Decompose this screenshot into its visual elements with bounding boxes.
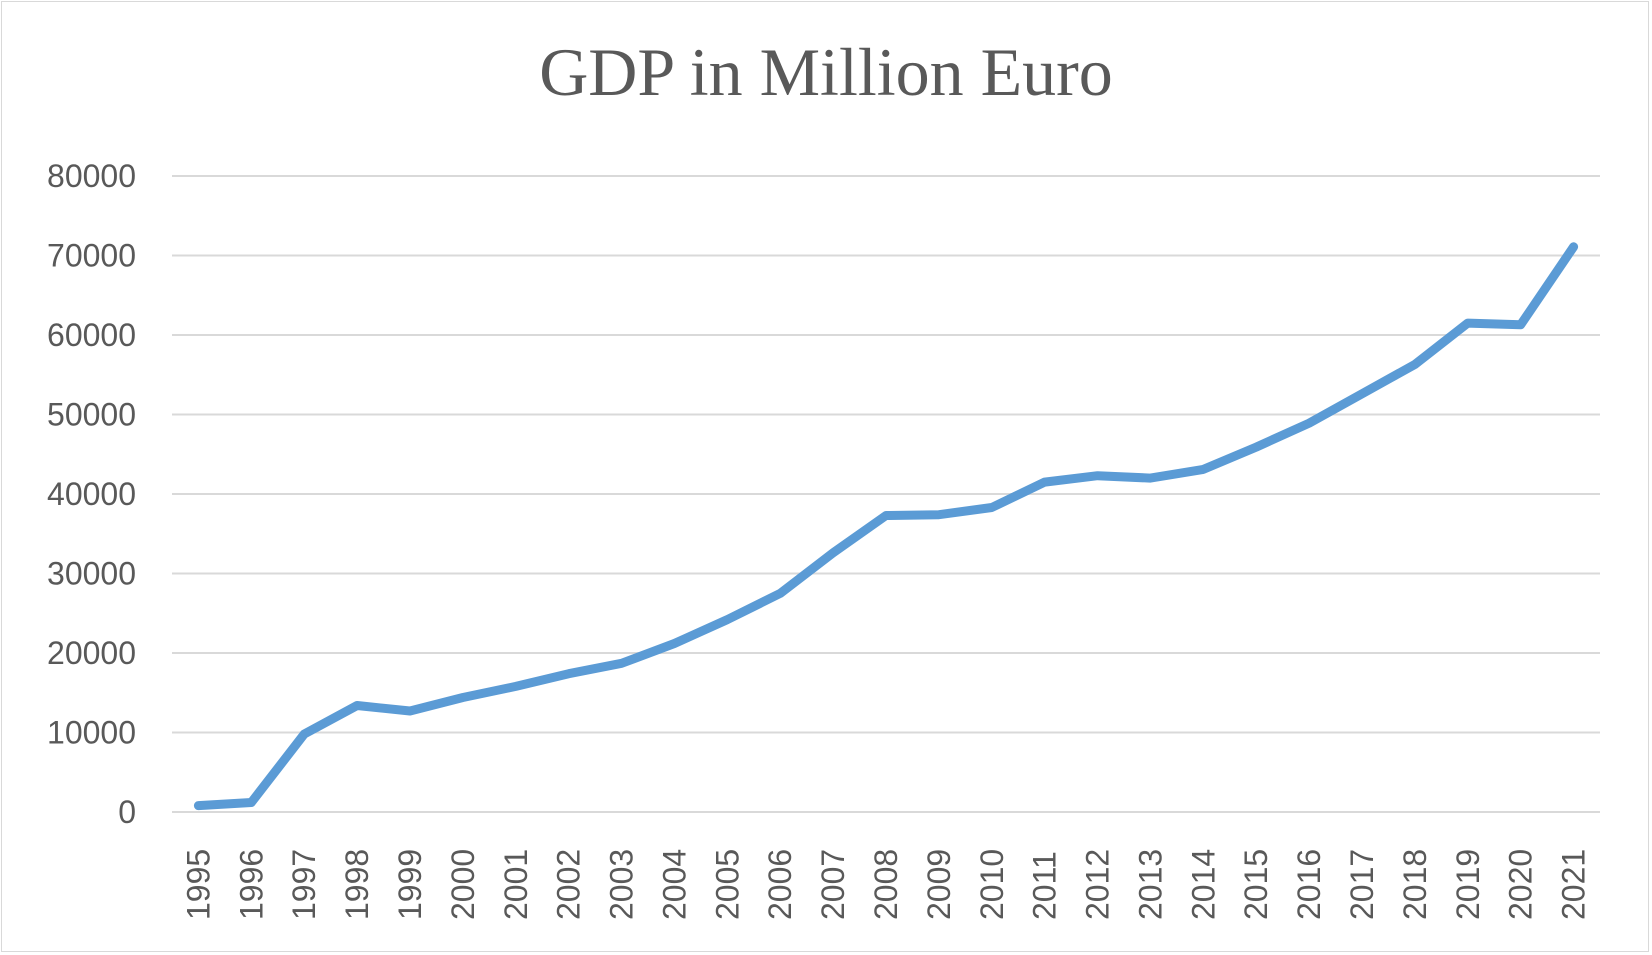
y-tick-label: 60000 [47, 317, 136, 353]
x-tick-label: 1995 [180, 849, 216, 920]
x-tick-label: 2011 [1027, 851, 1063, 920]
y-axis-tick-labels: 0 10000 20000 30000 40000 50000 60000 70000 8000… [47, 158, 136, 830]
y-tick-label: 0 [118, 794, 136, 830]
x-tick-label: 2020 [1503, 849, 1539, 920]
x-tick-label: 2004 [656, 849, 692, 920]
x-tick-label: 2003 [604, 849, 640, 920]
x-tick-label: 1998 [339, 849, 375, 920]
x-tick-label: 2009 [921, 849, 957, 920]
x-tick-label: 2018 [1397, 849, 1433, 920]
x-tick-label: 2014 [1185, 849, 1221, 920]
x-tick-label: 1999 [392, 849, 428, 920]
x-tick-label: 2016 [1291, 849, 1327, 920]
y-tick-label: 70000 [47, 238, 136, 274]
series-line [193, 242, 1579, 811]
x-tick-label: 2005 [709, 849, 745, 920]
y-tick-label: 50000 [47, 397, 136, 433]
x-tick-label: 2001 [498, 849, 534, 920]
x-axis-tick-labels: 1995 1996 1997 1998 1999 2000 2001 2002 2003 2004… [180, 849, 1591, 920]
y-tick-label: 20000 [47, 635, 136, 671]
y-tick-label: 30000 [47, 556, 136, 592]
series-lines [193, 242, 1579, 811]
gridlines [172, 175, 1600, 813]
x-tick-label: 2012 [1080, 849, 1116, 920]
x-tick-label: 1996 [233, 849, 269, 920]
x-tick-label: 2013 [1132, 849, 1168, 920]
x-tick-label: 2000 [445, 849, 481, 920]
chart-title: GDP in Million Euro [539, 34, 1113, 110]
x-tick-label: 2015 [1238, 849, 1274, 920]
x-tick-label: 2008 [868, 849, 904, 920]
x-tick-label: 2007 [815, 849, 851, 920]
y-tick-label: 10000 [47, 715, 136, 751]
y-tick-label: 40000 [47, 476, 136, 512]
x-tick-label: 2010 [974, 849, 1010, 920]
x-tick-label: 2019 [1450, 849, 1486, 920]
y-tick-label: 80000 [47, 158, 136, 194]
x-tick-label: 2017 [1344, 849, 1380, 920]
x-tick-label: 2021 [1556, 849, 1592, 920]
x-tick-label: 1997 [286, 849, 322, 920]
x-tick-label: 2002 [551, 849, 587, 920]
x-tick-label: 2006 [762, 849, 798, 920]
